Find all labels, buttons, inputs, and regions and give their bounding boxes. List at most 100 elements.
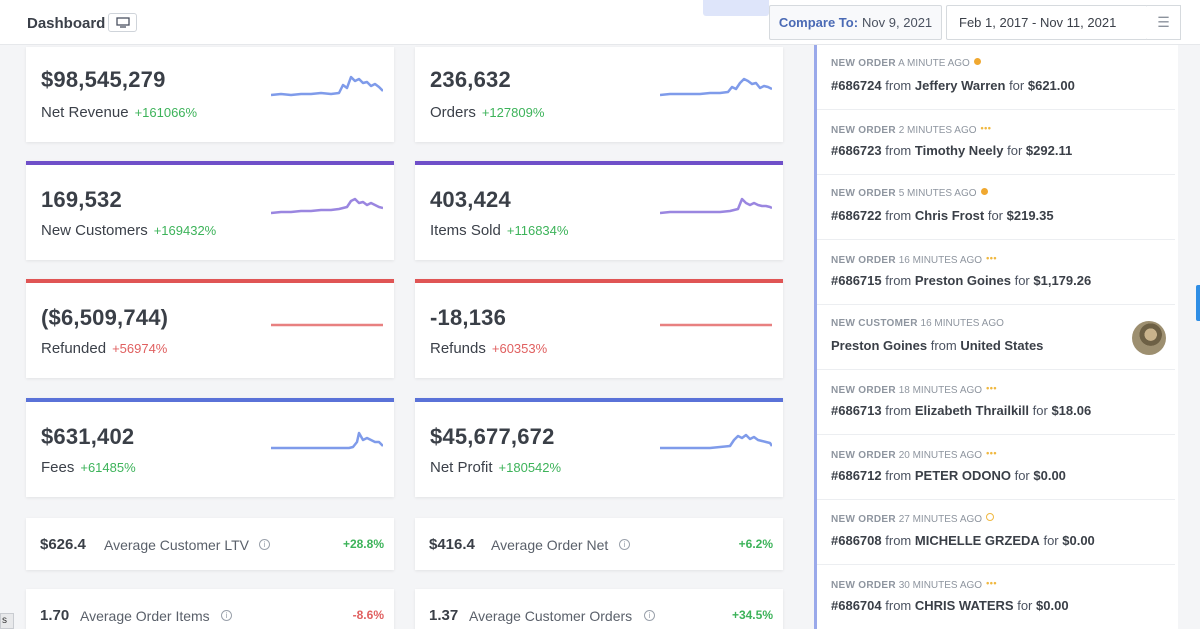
metric-card[interactable]: -18,136 Refunds +60353% [415, 279, 783, 378]
customer-name: Preston Goines [914, 273, 1011, 288]
metric-card[interactable]: 403,424 Items Sold +116834% [415, 161, 783, 260]
date-range-picker[interactable]: Feb 1, 2017 - Nov 11, 2021 [946, 5, 1148, 40]
order-number[interactable]: #686712 [831, 468, 882, 483]
compare-date: Nov 9, 2021 [862, 15, 933, 30]
stat-card[interactable]: $416.4 Average Order Net i +6.2% [415, 518, 783, 570]
metric-value: ($6,509,744) [41, 305, 169, 330]
order-amount: $0.00 [1033, 468, 1066, 483]
stat-change: +34.5% [731, 608, 773, 622]
feed-meta: NEW ORDER 18 MINUTES AGO ••• [831, 383, 997, 396]
feed-item-order[interactable]: NEW ORDER 27 MINUTES AGO #686708 from MIC… [817, 500, 1175, 565]
feed-time: 30 MINUTES AGO [898, 580, 983, 591]
sparkline [660, 433, 772, 450]
metric-label: New Customers +169432% [41, 222, 216, 239]
stat-card[interactable]: 1.37 Average Customer Orders i +34.5% [415, 589, 783, 629]
metric-card[interactable]: $45,677,672 Net Profit +180542% [415, 398, 783, 497]
feed-time: 20 MINUTES AGO [898, 450, 983, 461]
feed-from-word: from [885, 143, 912, 158]
order-number[interactable]: #686708 [831, 533, 882, 548]
metric-card[interactable]: $98,545,279 Net Revenue +161066% [26, 47, 394, 142]
feed-time: 27 MINUTES AGO [898, 514, 983, 525]
info-icon[interactable]: i [644, 610, 655, 621]
feed-from-word: from [885, 403, 912, 418]
side-scroll-handle[interactable] [1196, 285, 1200, 321]
metric-change: +60353% [491, 341, 548, 356]
feed-item-order[interactable]: NEW ORDER 20 MINUTES AGO ••• #686712 from … [817, 435, 1175, 500]
metric-label-text: Items Sold [430, 222, 501, 239]
avatar [1132, 321, 1166, 355]
metric-change: +61485% [80, 460, 136, 475]
feed-meta: NEW ORDER 16 MINUTES AGO ••• [831, 253, 997, 266]
feed-for-word: for [1007, 143, 1023, 158]
feed-text: #686715 from Preston Goines for $1,179.2… [831, 273, 1091, 288]
sparkline [660, 77, 772, 97]
menu-button[interactable]: ☰ [1147, 5, 1181, 40]
info-icon[interactable]: i [259, 539, 270, 550]
compare-to-button[interactable]: Compare To: Nov 9, 2021 [769, 5, 942, 40]
order-number[interactable]: #686723 [831, 143, 882, 158]
stat-change: +28.8% [342, 537, 384, 551]
stat-card[interactable]: 1.70 Average Order Items i -8.6% [26, 589, 394, 629]
order-number[interactable]: #686724 [831, 78, 882, 93]
sparkline-path [271, 431, 383, 450]
metric-change: +169432% [153, 223, 217, 238]
feed-item-customer[interactable]: NEW CUSTOMER 16 MINUTES AGO Preston Goine… [814, 305, 1175, 370]
metric-card[interactable]: $631,402 Fees +61485% [26, 398, 394, 497]
feed-item-order[interactable]: NEW ORDER 2 MINUTES AGO ••• #686723 from T… [817, 110, 1175, 175]
order-amount: $219.35 [1006, 208, 1054, 223]
clock-dot-icon [980, 188, 988, 195]
feed-for-word: for [1014, 273, 1030, 288]
metric-label-text: New Customers [41, 222, 148, 239]
stat-card[interactable]: $626.4 Average Customer LTV i +28.8% [26, 518, 394, 570]
metric-value: 169,532 [41, 187, 122, 212]
order-amount: $1,179.26 [1033, 273, 1092, 288]
feed-kind: NEW ORDER [831, 188, 896, 199]
monitor-icon [115, 17, 130, 28]
metric-card[interactable]: 236,632 Orders +127809% [415, 47, 783, 142]
dollar-dot-icon [986, 513, 995, 521]
metric-label-text: Net Revenue [41, 104, 129, 121]
feed-item-order[interactable]: NEW ORDER A MINUTE AGO #686724 from Jeffe… [817, 45, 1175, 110]
stat-value: $416.4 [429, 536, 475, 553]
feed-item-order[interactable]: NEW ORDER 5 MINUTES AGO #686722 from Chri… [817, 175, 1175, 240]
display-toggle-button[interactable] [108, 13, 137, 32]
sparkline [271, 431, 383, 450]
card-accent-bar [26, 279, 394, 283]
ellipsis-icon: ••• [980, 123, 992, 133]
metric-value: 236,632 [430, 67, 511, 92]
feed-for-word: for [1043, 533, 1059, 548]
order-number[interactable]: #686715 [831, 273, 882, 288]
feed-kind: NEW ORDER [831, 580, 896, 591]
activity-feed: NEW ORDER A MINUTE AGO #686724 from Jeffe… [814, 45, 1178, 629]
feed-item-order[interactable]: NEW ORDER 16 MINUTES AGO ••• #686715 from … [817, 240, 1175, 305]
customer-name: Jeffery Warren [914, 78, 1006, 93]
ellipsis-icon: ••• [986, 253, 998, 263]
metric-label: Fees +61485% [41, 459, 136, 476]
feed-kind: NEW ORDER [831, 125, 896, 136]
order-number[interactable]: #686722 [831, 208, 882, 223]
info-icon[interactable]: i [221, 610, 232, 621]
order-number[interactable]: #686713 [831, 403, 882, 418]
sparkline-path [271, 197, 383, 215]
feed-meta: NEW ORDER 30 MINUTES AGO ••• [831, 578, 997, 591]
order-number[interactable]: #686704 [831, 598, 882, 613]
corner-tab[interactable]: s [0, 613, 14, 629]
sparkline-path [660, 77, 772, 97]
feed-item-order[interactable]: NEW ORDER 30 MINUTES AGO ••• #686704 from … [817, 565, 1175, 629]
stat-change: -8.6% [352, 608, 384, 622]
feed-from-word: from [885, 533, 912, 548]
metric-card[interactable]: ($6,509,744) Refunded +56974% [26, 279, 394, 378]
stat-value: 1.37 [429, 607, 459, 624]
feed-item-order[interactable]: NEW ORDER 18 MINUTES AGO ••• #686713 from … [817, 370, 1175, 435]
feed-kind: NEW ORDER [831, 385, 896, 396]
metric-change: +161066% [134, 105, 198, 120]
feed-border [814, 45, 817, 629]
ellipsis-icon: ••• [986, 383, 998, 393]
card-accent-bar [415, 161, 783, 165]
customer-name: Timothy Neely [914, 143, 1004, 158]
metric-card[interactable]: 169,532 New Customers +169432% [26, 161, 394, 260]
stat-label: Average Customer LTV [104, 537, 249, 553]
sparkline-path [660, 433, 772, 450]
info-icon[interactable]: i [619, 539, 630, 550]
metric-label: Net Revenue +161066% [41, 104, 197, 121]
